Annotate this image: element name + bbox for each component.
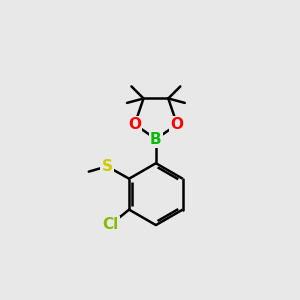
Text: B: B (150, 132, 162, 147)
Text: Cl: Cl (103, 217, 119, 232)
Text: S: S (101, 159, 112, 174)
Text: O: O (171, 117, 184, 132)
Text: O: O (128, 117, 141, 132)
